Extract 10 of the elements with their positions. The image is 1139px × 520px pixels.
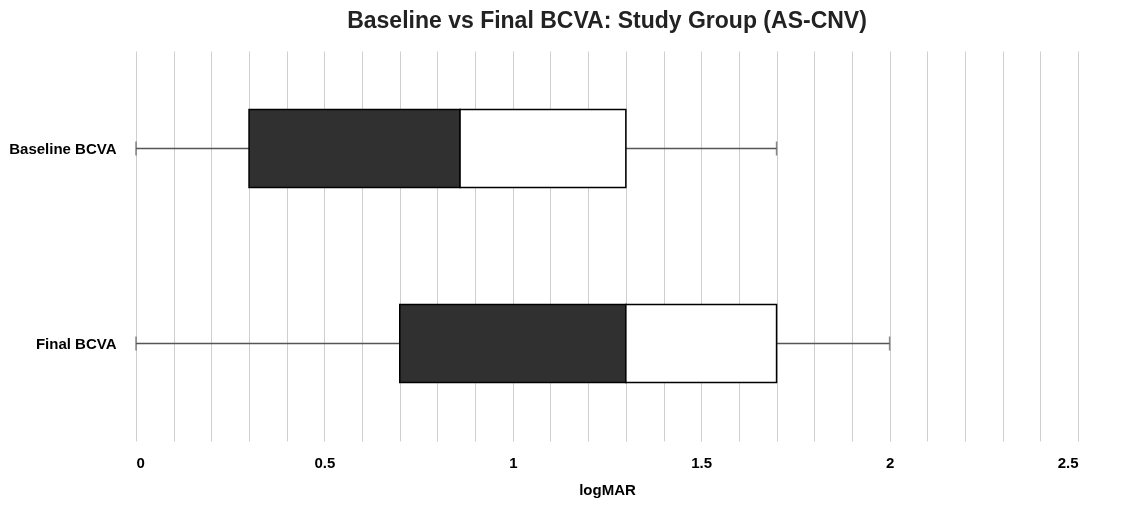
chart-title: Baseline vs Final BCVA: Study Group (AS-CNV) [347, 7, 867, 33]
x-tick-label: 1.5 [691, 453, 713, 471]
y-tick-label: Final BCVA [35, 334, 117, 352]
x-tick-label: 0 [136, 453, 145, 471]
x-tick-label: 2 [885, 453, 895, 471]
y-tick-label: Baseline BCVA [9, 139, 117, 157]
x-tick-label: 0.5 [314, 453, 336, 471]
x-tick-label: 2.5 [1057, 453, 1079, 471]
x-axis-title: logMAR [579, 480, 636, 498]
x-tick-label: 1 [509, 453, 518, 471]
